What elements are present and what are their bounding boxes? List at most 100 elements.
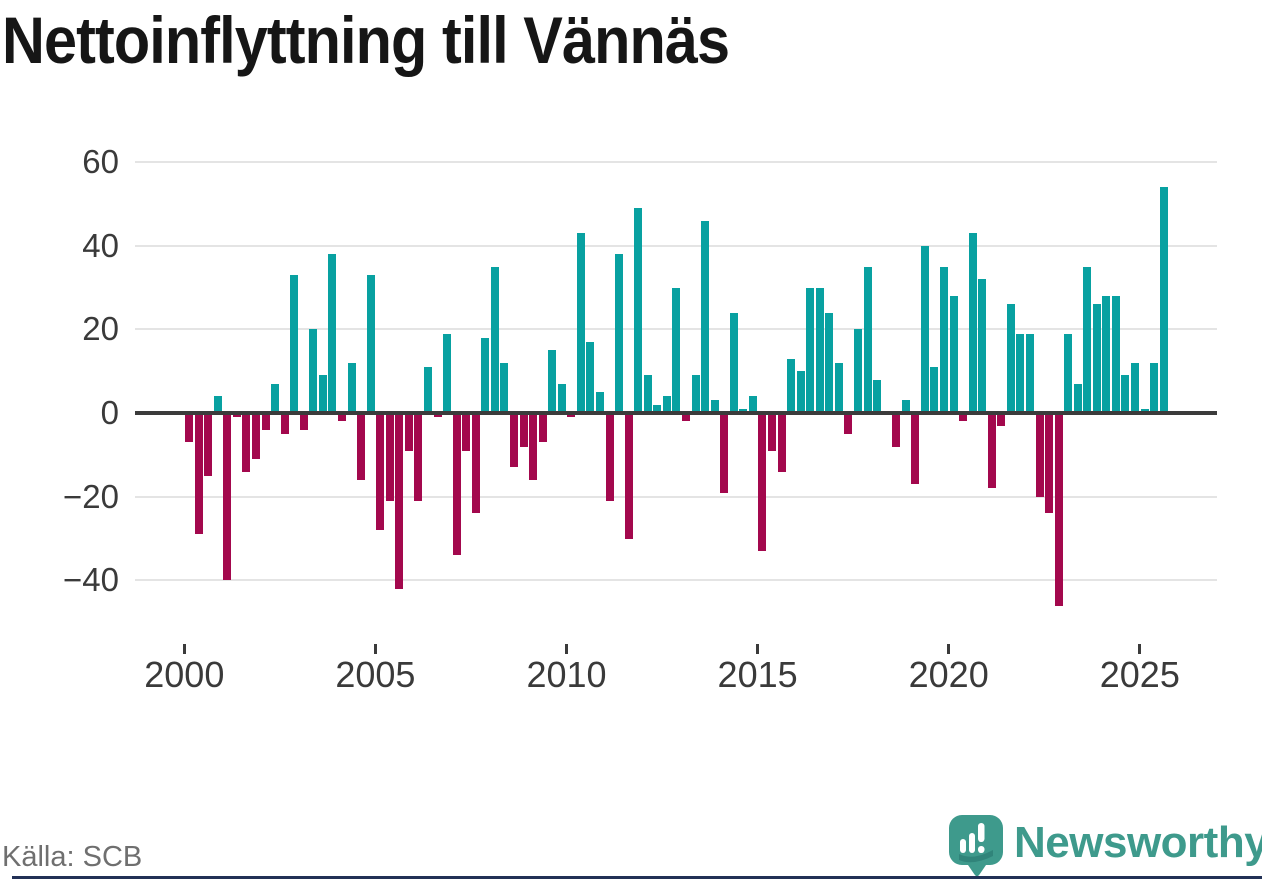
bar-2023Q4: [1092, 304, 1101, 413]
bar-2003Q1: [299, 413, 308, 430]
x-axis-zero-line: [135, 411, 1217, 415]
bar-2023Q3: [1083, 266, 1092, 413]
bar-2003Q2: [309, 329, 318, 413]
bar-2004Q3: [357, 413, 366, 480]
bar-2017Q3: [853, 329, 862, 413]
bar-2007Q4: [481, 337, 490, 413]
bar-2017Q4: [863, 266, 872, 413]
bar-2008Q3: [509, 413, 518, 468]
bar-2001Q1: [223, 413, 232, 581]
bar-2004Q2: [347, 362, 356, 413]
bar-2006Q2: [423, 367, 432, 413]
bar-2001Q2: [232, 413, 241, 418]
bar-2013Q2: [691, 375, 700, 413]
bar-2002Q3: [280, 413, 289, 434]
bottom-brand-rule: [12, 876, 1262, 879]
x-axis-tick-2000: [182, 644, 186, 654]
bar-2001Q3: [242, 413, 251, 472]
bar-2008Q1: [490, 266, 499, 413]
newsworthy-wordmark: Newsworthy: [1014, 818, 1262, 867]
bar-2020Q3: [968, 233, 977, 413]
x-axis-tick-2005: [373, 644, 377, 654]
bar-2022Q4: [1054, 413, 1063, 606]
bar-2009Q1: [529, 413, 537, 480]
bar-2011Q4: [634, 207, 643, 413]
bar-2010Q4: [595, 392, 604, 413]
gridline-60: [135, 160, 1217, 163]
bar-2010Q3: [586, 341, 595, 413]
bar-2012Q1: [643, 375, 652, 413]
bar-2005Q2: [385, 413, 394, 501]
bar-2025Q1: [1140, 408, 1149, 413]
bar-2019Q4: [939, 266, 948, 413]
bar-2014Q1: [720, 413, 729, 493]
bar-2015Q2: [767, 413, 776, 451]
bar-2015Q3: [777, 413, 786, 472]
bar-2014Q2: [729, 312, 738, 413]
y-axis-label-20: 20: [82, 310, 119, 348]
x-axis-label-2005: 2005: [335, 654, 416, 695]
x-axis-tick-2020: [947, 644, 951, 654]
bar-2024Q4: [1131, 362, 1139, 413]
bar-2017Q1: [834, 362, 843, 413]
y-axis-label-40: 40: [82, 226, 119, 264]
bar-2005Q1: [376, 413, 385, 531]
bar-2000Q1: [185, 413, 194, 443]
bar-2004Q1: [338, 413, 346, 422]
x-axis-tick-2015: [756, 644, 760, 654]
bar-2022Q1: [1025, 333, 1034, 413]
bar-2016Q2: [806, 287, 815, 413]
bar-2016Q4: [825, 312, 834, 413]
bar-2013Q3: [701, 220, 709, 413]
bar-2020Q2: [959, 413, 967, 422]
bar-2019Q3: [930, 367, 939, 413]
x-axis-label-2000: 2000: [144, 654, 225, 695]
bar-2007Q1: [452, 413, 461, 556]
bar-2003Q3: [318, 375, 327, 413]
bar-2017Q2: [844, 413, 853, 434]
bar-2018Q1: [873, 379, 881, 413]
bar-2024Q1: [1102, 295, 1111, 413]
bar-2002Q4: [290, 274, 299, 413]
bar-2002Q2: [271, 383, 280, 413]
x-axis-label-2025: 2025: [1099, 654, 1180, 695]
gridline--40: [135, 579, 1217, 582]
bar-2023Q2: [1073, 383, 1082, 413]
bar-2018Q3: [892, 413, 901, 447]
bar-2016Q3: [815, 287, 824, 413]
bar-2009Q4: [557, 383, 566, 413]
bar-2006Q3: [433, 413, 442, 418]
bar-2000Q2: [194, 413, 203, 535]
x-axis-tick-2025: [1138, 644, 1142, 654]
bar-2004Q4: [366, 274, 375, 413]
bar-2012Q3: [662, 396, 671, 413]
bar-2006Q4: [443, 333, 452, 413]
bar-2013Q4: [710, 400, 719, 413]
chart-title: Nettoinflyttning till Vännäs: [2, 3, 730, 77]
gridline-40: [135, 244, 1217, 247]
bar-2022Q3: [1045, 413, 1053, 514]
y-axis-label--40: −40: [63, 561, 119, 599]
y-axis-label--20: −20: [63, 477, 119, 515]
bar-2025Q3: [1159, 187, 1168, 413]
bar-2000Q4: [213, 396, 222, 413]
bar-2018Q4: [901, 400, 910, 413]
x-axis-tick-2010: [565, 644, 568, 654]
bar-2010Q2: [576, 233, 585, 413]
bar-2006Q1: [414, 413, 423, 501]
x-axis-label-2020: 2020: [908, 654, 989, 695]
bar-2010Q1: [567, 413, 576, 418]
bar-2021Q4: [1016, 333, 1025, 413]
bar-2009Q3: [548, 350, 557, 413]
x-axis-label-2010: 2010: [526, 654, 607, 695]
bar-2025Q2: [1150, 362, 1159, 413]
bar-2021Q1: [987, 413, 996, 489]
bar-2014Q3: [739, 408, 748, 413]
bar-2022Q2: [1035, 413, 1044, 497]
x-axis-label-2015: 2015: [717, 654, 798, 695]
newsworthy-logo: Newsworthy: [948, 814, 1262, 878]
bar-2024Q2: [1111, 295, 1120, 413]
y-axis-label-0: 0: [100, 394, 119, 431]
bar-2003Q4: [328, 254, 337, 413]
